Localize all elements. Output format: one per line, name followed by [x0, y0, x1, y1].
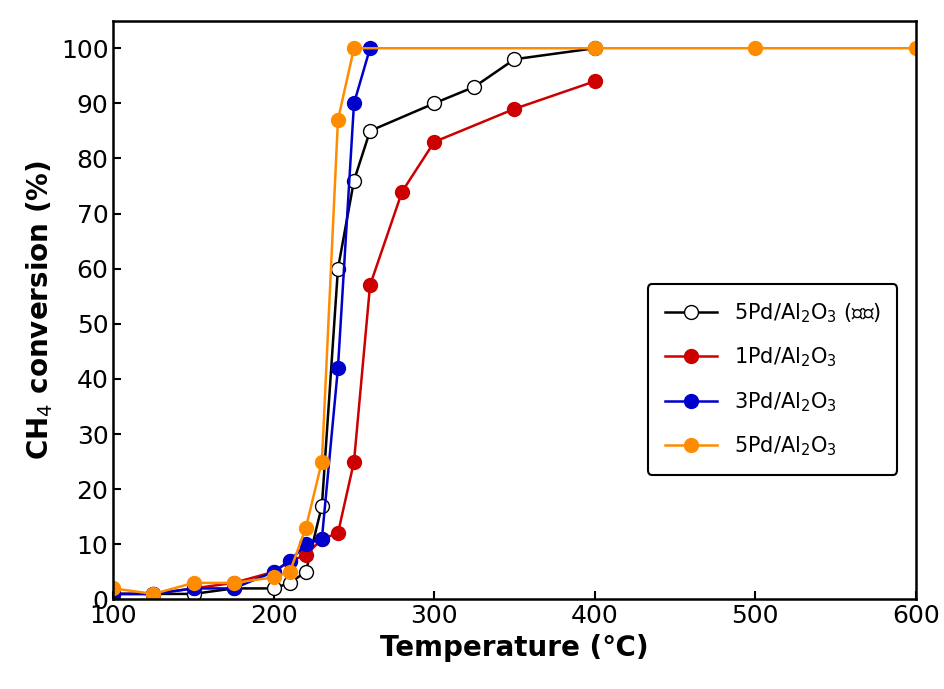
1Pd/Al$_2$O$_3$ [348, 457, 360, 466]
1Pd/Al$_2$O$_3$ [396, 187, 408, 196]
3Pd/Al$_2$O$_3$ [348, 99, 360, 107]
5Pd/Al$_2$O$_3$ [910, 44, 921, 52]
5Pd/Al$_2$O$_3$ (상용) [300, 568, 312, 576]
1Pd/Al$_2$O$_3$ [300, 551, 312, 559]
Legend: 5Pd/Al$_2$O$_3$ (상용), 1Pd/Al$_2$O$_3$, 3Pd/Al$_2$O$_3$, 5Pd/Al$_2$O$_3$: 5Pd/Al$_2$O$_3$ (상용), 1Pd/Al$_2$O$_3$, 3… [649, 285, 897, 475]
5Pd/Al$_2$O$_3$ [750, 44, 761, 52]
1Pd/Al$_2$O$_3$ [147, 590, 159, 598]
Line: 5Pd/Al$_2$O$_3$: 5Pd/Al$_2$O$_3$ [107, 41, 922, 601]
5Pd/Al$_2$O$_3$ (상용) [316, 502, 328, 510]
1Pd/Al$_2$O$_3$ [188, 584, 199, 593]
5Pd/Al$_2$O$_3$ [300, 524, 312, 532]
1Pd/Al$_2$O$_3$ [589, 77, 600, 85]
Line: 5Pd/Al$_2$O$_3$ (상용): 5Pd/Al$_2$O$_3$ (상용) [107, 41, 601, 601]
5Pd/Al$_2$O$_3$ [348, 44, 360, 52]
3Pd/Al$_2$O$_3$ [284, 557, 295, 565]
5Pd/Al$_2$O$_3$ (상용) [284, 579, 295, 587]
5Pd/Al$_2$O$_3$ (상용) [364, 127, 376, 135]
5Pd/Al$_2$O$_3$ (상용) [108, 590, 119, 598]
5Pd/Al$_2$O$_3$ [188, 579, 199, 587]
5Pd/Al$_2$O$_3$ (상용) [589, 44, 600, 52]
1Pd/Al$_2$O$_3$ [364, 281, 376, 289]
5Pd/Al$_2$O$_3$ [316, 457, 328, 466]
5Pd/Al$_2$O$_3$ (상용) [188, 590, 199, 598]
5Pd/Al$_2$O$_3$ [284, 568, 295, 576]
1Pd/Al$_2$O$_3$ [316, 535, 328, 543]
5Pd/Al$_2$O$_3$ [147, 590, 159, 598]
5Pd/Al$_2$O$_3$ (상용) [268, 584, 279, 593]
5Pd/Al$_2$O$_3$ [332, 116, 344, 124]
1Pd/Al$_2$O$_3$ [108, 590, 119, 598]
3Pd/Al$_2$O$_3$ [268, 568, 279, 576]
1Pd/Al$_2$O$_3$ [268, 568, 279, 576]
3Pd/Al$_2$O$_3$ [228, 584, 239, 593]
5Pd/Al$_2$O$_3$ (상용) [228, 584, 239, 593]
3Pd/Al$_2$O$_3$ [316, 535, 328, 543]
X-axis label: Temperature (℃): Temperature (℃) [380, 634, 649, 662]
1Pd/Al$_2$O$_3$ [284, 557, 295, 565]
1Pd/Al$_2$O$_3$ [228, 579, 239, 587]
3Pd/Al$_2$O$_3$ [300, 540, 312, 548]
5Pd/Al$_2$O$_3$ (상용) [468, 83, 480, 91]
5Pd/Al$_2$O$_3$ (상용) [509, 55, 520, 63]
3Pd/Al$_2$O$_3$ [364, 44, 376, 52]
1Pd/Al$_2$O$_3$ [332, 529, 344, 537]
5Pd/Al$_2$O$_3$ [268, 573, 279, 582]
5Pd/Al$_2$O$_3$ [228, 579, 239, 587]
5Pd/Al$_2$O$_3$ (상용) [147, 590, 159, 598]
Line: 3Pd/Al$_2$O$_3$: 3Pd/Al$_2$O$_3$ [107, 41, 377, 601]
5Pd/Al$_2$O$_3$ (상용) [332, 265, 344, 273]
1Pd/Al$_2$O$_3$ [509, 105, 520, 113]
Line: 1Pd/Al$_2$O$_3$: 1Pd/Al$_2$O$_3$ [107, 74, 601, 601]
5Pd/Al$_2$O$_3$ [589, 44, 600, 52]
3Pd/Al$_2$O$_3$ [188, 584, 199, 593]
5Pd/Al$_2$O$_3$ (상용) [429, 99, 440, 107]
Y-axis label: CH$_4$ conversion (%): CH$_4$ conversion (%) [25, 160, 56, 460]
3Pd/Al$_2$O$_3$ [147, 590, 159, 598]
3Pd/Al$_2$O$_3$ [332, 364, 344, 372]
3Pd/Al$_2$O$_3$ [108, 590, 119, 598]
5Pd/Al$_2$O$_3$ [108, 584, 119, 593]
1Pd/Al$_2$O$_3$ [429, 138, 440, 146]
5Pd/Al$_2$O$_3$ (상용) [348, 176, 360, 185]
